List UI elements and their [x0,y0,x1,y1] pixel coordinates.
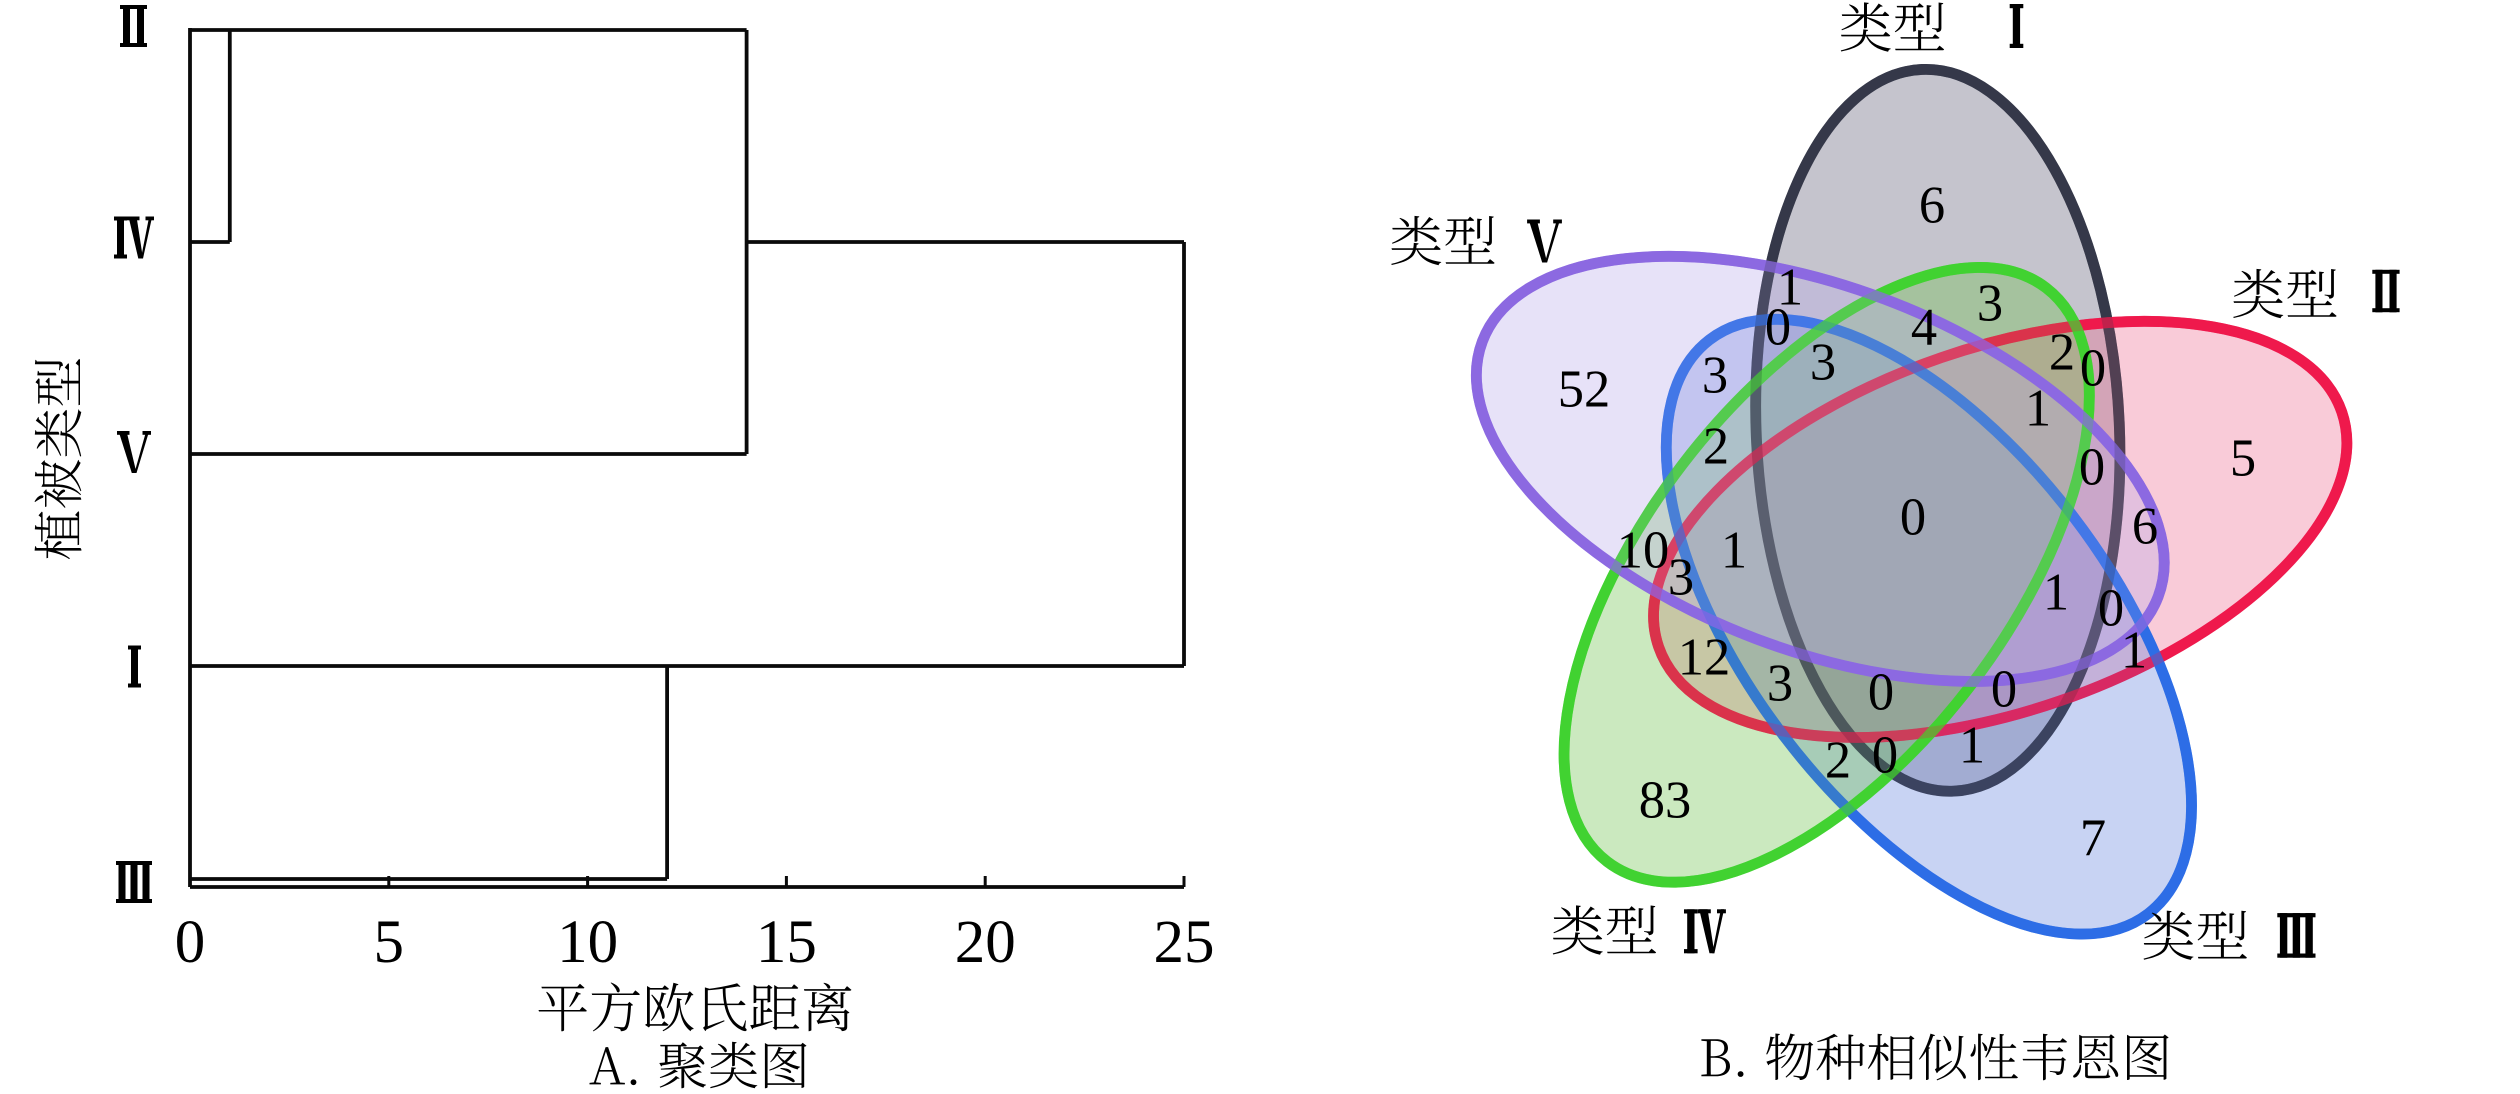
svg-text:3: 3 [1810,334,1836,392]
svg-text:0: 0 [2079,439,2105,497]
svg-text:5: 5 [2230,430,2256,488]
svg-text:10: 10 [557,909,618,976]
svg-text:2: 2 [1825,732,1851,790]
svg-text:0: 0 [2098,580,2124,638]
svg-text:0: 0 [1872,727,1898,785]
svg-text:2: 2 [1703,418,1729,476]
svg-text:1: 1 [1777,259,1803,317]
svg-text:1: 1 [1721,522,1747,580]
svg-text:3: 3 [1702,347,1728,405]
svg-text:0: 0 [1900,489,1926,547]
svg-text:4: 4 [1911,299,1937,357]
svg-text:1: 1 [2025,380,2051,438]
svg-text:1: 1 [2121,622,2147,680]
svg-text:5: 5 [374,909,405,976]
svg-text:1: 1 [1959,717,1985,775]
svg-text:0: 0 [1765,299,1791,357]
svg-text:10: 10 [1617,522,1670,580]
svg-text:3: 3 [1977,275,2003,333]
svg-text:0: 0 [175,909,206,976]
svg-text:25: 25 [1154,909,1215,976]
svg-text:0: 0 [1991,661,2017,719]
svg-text:6: 6 [2132,498,2158,556]
svg-text:2: 2 [2049,324,2075,382]
svg-text:3: 3 [1668,549,1694,607]
svg-text:0: 0 [1868,664,1894,722]
svg-text:12: 12 [1678,629,1731,687]
svg-text:0: 0 [2080,340,2106,398]
svg-text:83: 83 [1639,772,1692,830]
svg-text:3: 3 [1767,655,1793,713]
svg-text:7: 7 [2080,810,2106,868]
svg-text:52: 52 [1558,361,1611,419]
svg-text:20: 20 [955,909,1016,976]
svg-text:6: 6 [1919,177,1945,235]
svg-text:15: 15 [756,909,817,976]
svg-text:1: 1 [2043,564,2069,622]
